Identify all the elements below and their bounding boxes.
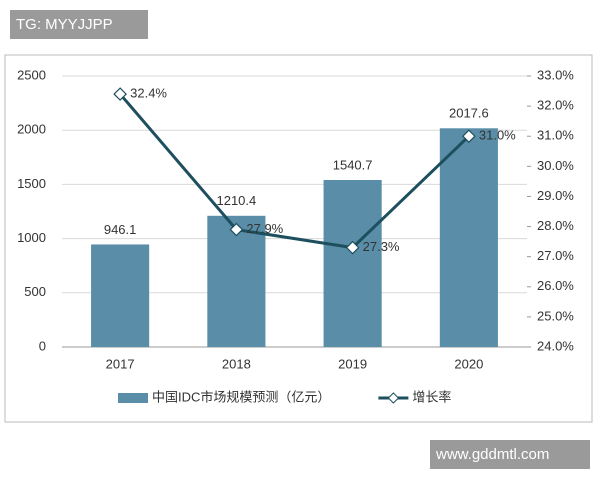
- bar-value-label: 946.1: [104, 222, 137, 237]
- watermark-box: [10, 10, 148, 39]
- legend-swatch: [387, 392, 400, 404]
- y-tick-label: 1500: [17, 176, 46, 191]
- x-tick-label: 2018: [222, 356, 251, 371]
- y2-tick-label: 28.0%: [537, 218, 574, 233]
- line: [118, 93, 470, 250]
- y-tick-label: 2000: [17, 122, 46, 137]
- watermark: www.gddmtl.com: [435, 446, 549, 463]
- legend-label: 中国IDC市场规模预测（亿元）: [152, 389, 330, 404]
- x-tick-label: 2020: [454, 356, 483, 371]
- bar: [91, 244, 150, 347]
- bar: [439, 128, 498, 347]
- y2-tick-label: 32.0%: [537, 98, 574, 113]
- watermark-box: [430, 440, 590, 469]
- bar-value-label: 1210.4: [216, 193, 256, 208]
- bar-value-label: 1540.7: [333, 157, 373, 172]
- bar: [207, 215, 266, 347]
- line-marker: [462, 129, 476, 144]
- bar-value-label: 2017.6: [449, 106, 489, 121]
- y2-tick-label: 33.0%: [537, 67, 574, 82]
- y2-tick-label: 30.0%: [537, 158, 574, 173]
- legend-swatch: [118, 393, 148, 403]
- y-tick-label: 500: [24, 284, 46, 299]
- line-value-label: 31.0%: [479, 128, 516, 143]
- y2-tick-label: 26.0%: [537, 278, 574, 293]
- y2-tick-label: 24.0%: [537, 338, 574, 353]
- line-marker: [229, 222, 244, 237]
- y2-tick-label: 29.0%: [537, 188, 574, 203]
- line-value-label: 32.4%: [130, 86, 167, 101]
- y-tick-label: 0: [39, 338, 46, 353]
- x-tick-label: 2017: [106, 356, 135, 371]
- line-marker: [345, 240, 360, 255]
- legend-label: 增长率: [412, 389, 451, 404]
- y2-tick-label: 31.0%: [537, 128, 574, 143]
- line-marker: [113, 87, 127, 101]
- line-value-label: 27.3%: [363, 239, 400, 254]
- y2-tick-label: 25.0%: [537, 308, 574, 323]
- y-tick-label: 2500: [17, 67, 46, 82]
- x-tick-label: 2019: [338, 356, 367, 371]
- line-value-label: 27.9%: [246, 221, 283, 236]
- y2-tick-label: 27.0%: [537, 248, 574, 263]
- bar: [323, 179, 382, 347]
- y-tick-label: 1000: [17, 230, 46, 245]
- watermark: TG: MYYJJPP: [16, 16, 113, 33]
